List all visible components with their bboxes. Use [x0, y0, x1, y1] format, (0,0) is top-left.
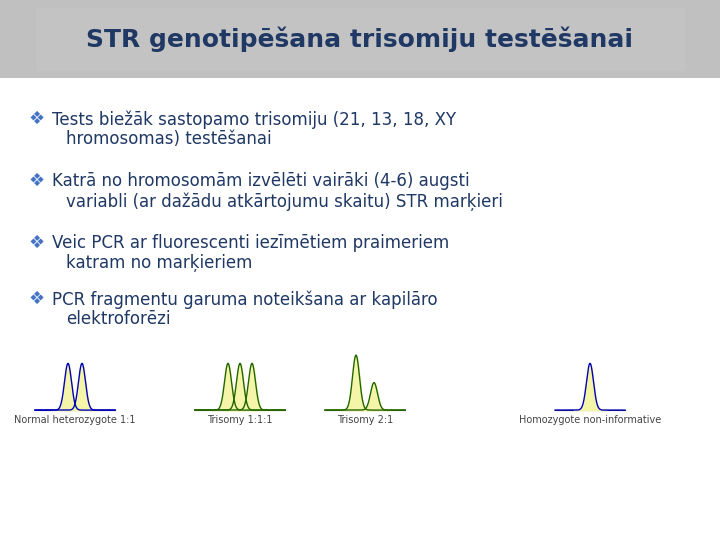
Bar: [36, 8, 684, 71]
Text: Tests biežāk sastopamo trisomiju (21, 13, 18, XY: Tests biežāk sastopamo trisomiju (21, 13…: [52, 110, 456, 129]
Text: STR genotipēšana trisomiju testēšanai: STR genotipēšana trisomiju testēšanai: [86, 26, 634, 52]
Text: Homozygote non-informative: Homozygote non-informative: [519, 415, 661, 425]
Text: ❖: ❖: [28, 234, 44, 252]
Text: Katrā no hromosomām izvēlēti vairāki (4-6) augsti: Katrā no hromosomām izvēlēti vairāki (4-…: [52, 172, 469, 190]
Text: Trisomy 1:1:1: Trisomy 1:1:1: [207, 415, 273, 425]
Text: Veic PCR ar fluorescenti iezīmētiem praimeriem: Veic PCR ar fluorescenti iezīmētiem prai…: [52, 234, 449, 252]
Text: ❖: ❖: [28, 172, 44, 190]
Text: Normal heterozygote 1:1: Normal heterozygote 1:1: [14, 415, 136, 425]
Text: katram no marķieriem: katram no marķieriem: [66, 254, 253, 272]
Text: ❖: ❖: [28, 110, 44, 129]
Text: PCR fragmentu garuma noteikšana ar kapilāro: PCR fragmentu garuma noteikšana ar kapil…: [52, 290, 438, 309]
Text: variabli (ar dažādu atkārtojumu skaitu) STR marķieri: variabli (ar dažādu atkārtojumu skaitu) …: [66, 192, 503, 211]
Text: Trisomy 2:1: Trisomy 2:1: [337, 415, 393, 425]
Text: ❖: ❖: [28, 290, 44, 308]
Text: elektroforēzi: elektroforēzi: [66, 310, 171, 328]
Text: hromosomas) testēšanai: hromosomas) testēšanai: [66, 130, 271, 148]
